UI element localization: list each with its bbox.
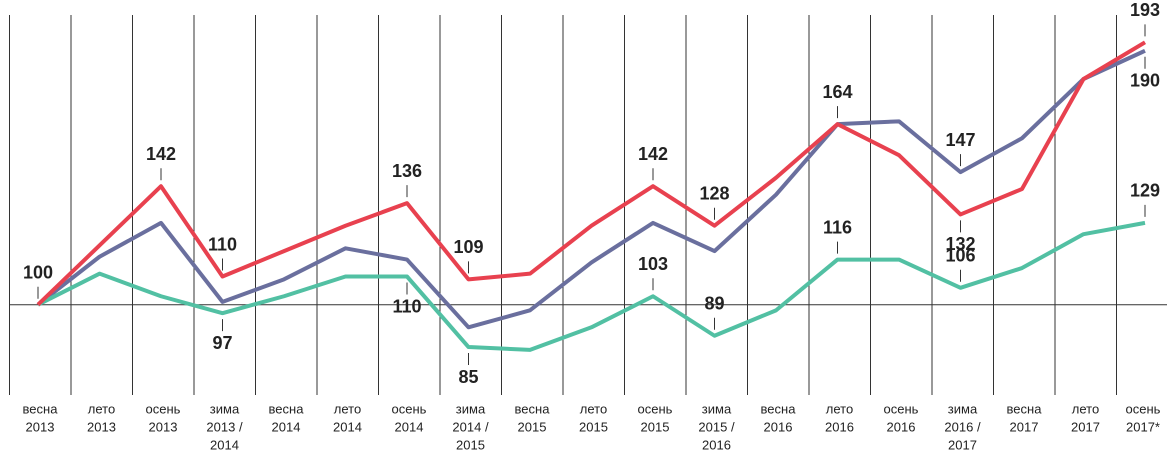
x-tick-label: осень bbox=[638, 401, 673, 416]
x-tick-label: лето bbox=[334, 401, 361, 416]
data-label: 110 bbox=[208, 234, 237, 254]
data-label: 164 bbox=[822, 82, 852, 102]
x-tick-label: осень bbox=[884, 401, 919, 416]
data-label: 190 bbox=[1130, 71, 1160, 91]
x-tick-label: 2013 / bbox=[206, 419, 243, 434]
data-label: 129 bbox=[1130, 181, 1160, 201]
x-tick-label: 2016 bbox=[887, 419, 916, 434]
series-line bbox=[37, 220, 1146, 352]
data-label: 89 bbox=[704, 294, 724, 314]
x-tick-label: зима bbox=[210, 401, 240, 416]
x-tick-label: 2017* bbox=[1126, 419, 1160, 434]
x-tick-label: 2014 bbox=[333, 419, 362, 434]
x-tick-label: 2013 bbox=[149, 419, 178, 434]
x-tick-label: зима bbox=[456, 401, 486, 416]
x-tick-label: весна bbox=[1007, 401, 1043, 416]
data-label: 136 bbox=[392, 161, 422, 181]
x-tick-label: весна bbox=[23, 401, 59, 416]
x-tick-label: 2017 bbox=[948, 437, 977, 452]
x-tick-label: 2016 bbox=[764, 419, 793, 434]
series-line bbox=[36, 40, 1147, 307]
x-tick-label: 2014 / bbox=[452, 419, 489, 434]
data-label: 193 bbox=[1130, 0, 1160, 20]
x-tick-label: лето bbox=[580, 401, 607, 416]
x-tick-label: 2015 bbox=[456, 437, 485, 452]
x-tick-label: 2013 bbox=[87, 419, 116, 434]
data-label: 97 bbox=[212, 333, 232, 353]
data-label: 110 bbox=[392, 296, 421, 316]
x-tick-label: 2014 bbox=[272, 419, 301, 434]
data-label: 147 bbox=[945, 130, 975, 150]
x-tick-label: зима bbox=[948, 401, 978, 416]
data-label: 109 bbox=[453, 237, 483, 257]
data-label: 116 bbox=[823, 217, 852, 237]
x-tick-label: лето bbox=[1072, 401, 1099, 416]
x-tick-label: зима bbox=[702, 401, 732, 416]
x-tick-label: 2016 bbox=[825, 419, 854, 434]
x-tick-label: осень bbox=[392, 401, 427, 416]
x-tick-label: 2015 bbox=[641, 419, 670, 434]
x-tick-label: 2015 bbox=[579, 419, 608, 434]
series-line bbox=[36, 48, 1146, 330]
x-tick-label: весна bbox=[761, 401, 797, 416]
x-tick-label: 2017 bbox=[1071, 419, 1100, 434]
data-label: 142 bbox=[146, 144, 176, 164]
x-tick-label: 2014 bbox=[210, 437, 239, 452]
x-tick-label: 2015 / bbox=[698, 419, 735, 434]
x-tick-label: 2013 bbox=[26, 419, 55, 434]
data-label: 128 bbox=[699, 183, 729, 203]
x-tick-label: 2016 / bbox=[944, 419, 981, 434]
x-tick-label: 2017 bbox=[1010, 419, 1039, 434]
x-tick-label: 2014 bbox=[395, 419, 424, 434]
data-label: 85 bbox=[458, 367, 478, 387]
x-tick-label: осень bbox=[1126, 401, 1161, 416]
x-tick-label: лето bbox=[826, 401, 853, 416]
data-label: 100 bbox=[23, 262, 53, 282]
data-label: 103 bbox=[638, 254, 668, 274]
x-tick-label: 2015 bbox=[518, 419, 547, 434]
x-tick-label: весна bbox=[515, 401, 551, 416]
x-tick-label: осень bbox=[146, 401, 181, 416]
x-tick-label: весна bbox=[269, 401, 305, 416]
x-tick-label: 2016 bbox=[702, 437, 731, 452]
data-label: 142 bbox=[638, 144, 668, 164]
x-tick-label: лето bbox=[88, 401, 115, 416]
data-label: 106 bbox=[945, 246, 975, 266]
data-label: 132 bbox=[945, 234, 975, 254]
